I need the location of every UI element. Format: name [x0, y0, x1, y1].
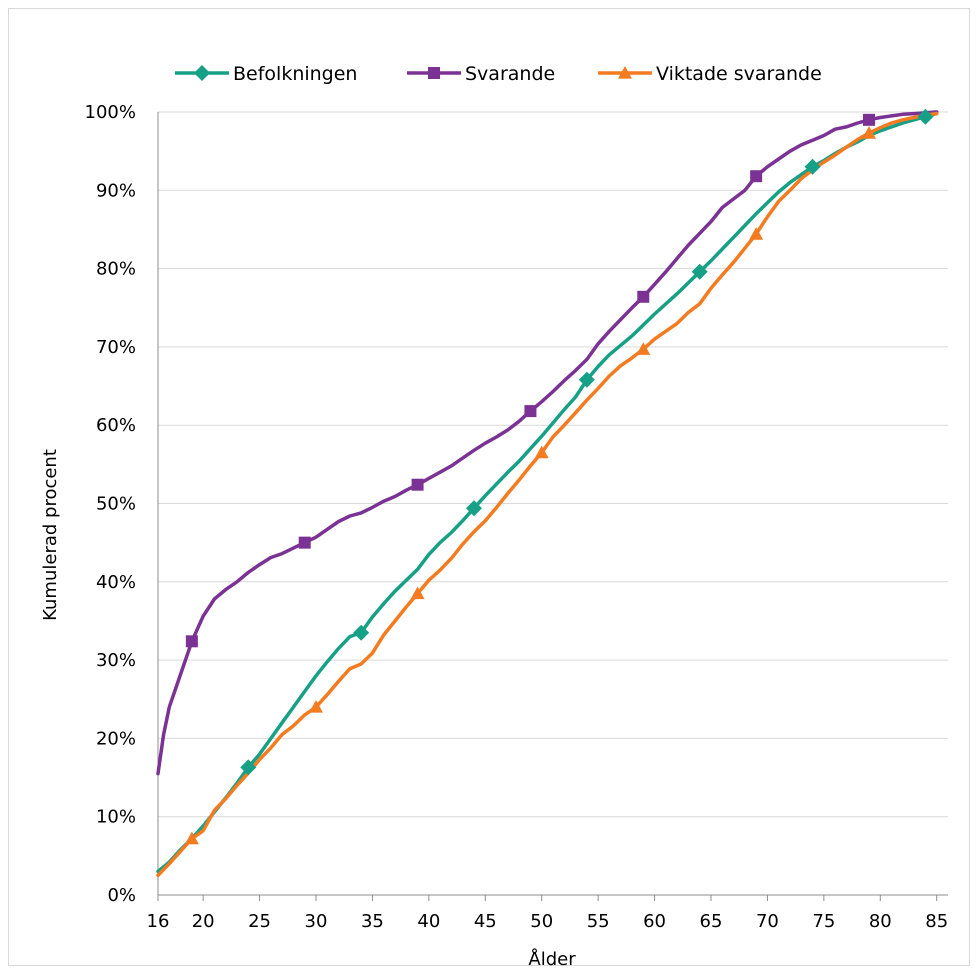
gridlines — [158, 111, 948, 818]
data-point-befolkningen — [466, 500, 482, 517]
x-tick-label: 16 — [147, 911, 170, 932]
data-point-svarande — [524, 405, 537, 418]
y-tick-label: 90% — [96, 180, 136, 201]
y-tick-label: 50% — [96, 494, 136, 515]
x-tick-label: 25 — [248, 911, 271, 932]
data-point-viktade-svarande — [184, 831, 199, 845]
y-tick-label: 80% — [96, 259, 136, 280]
data-point-viktade-svarande — [309, 700, 323, 713]
data-point-viktade-svarande — [862, 126, 876, 139]
legend-marker-svarande — [428, 67, 440, 79]
y-tick-label: 70% — [96, 337, 136, 358]
data-point-befolkningen — [240, 759, 257, 776]
data-point-viktade-svarande — [749, 227, 764, 240]
x-tick-label: 40 — [417, 911, 440, 932]
data-point-viktade-svarande — [534, 445, 549, 459]
data-point-befolkningen — [917, 108, 934, 125]
data-point-svarande — [185, 635, 198, 648]
x-tick-label: 65 — [700, 911, 723, 932]
legend-label-viktade-svarande: Viktade svarande — [656, 63, 822, 85]
series-line-viktade-svarande — [156, 111, 939, 878]
data-point-viktade-svarande — [636, 342, 651, 355]
x-tick-label: 20 — [192, 911, 215, 932]
y-tick-label: 10% — [96, 807, 136, 828]
legend-marker-viktade-svarande — [618, 66, 632, 79]
x-tick-label: 55 — [587, 911, 610, 932]
x-tick-label: 50 — [530, 911, 553, 932]
x-tick-label: 85 — [925, 911, 948, 932]
data-point-svarande — [411, 478, 424, 491]
x-tick-label: 60 — [643, 911, 666, 932]
data-point-viktade-svarande — [410, 586, 425, 600]
data-point-svarande — [637, 290, 650, 303]
y-axis-title: Kumulerad procent — [40, 449, 61, 621]
series-line-befolkningen — [156, 111, 939, 874]
data-point-svarande — [863, 113, 875, 126]
x-tick-label: 75 — [812, 911, 835, 932]
y-tick-label: 60% — [96, 415, 136, 436]
x-tick-label: 45 — [474, 911, 497, 932]
data-point-svarande — [750, 170, 763, 183]
x-tick-label: 35 — [361, 911, 384, 932]
legend-label-svarande: Svarande — [465, 63, 555, 85]
data-point-befolkningen — [691, 263, 708, 280]
y-tick-label: 100% — [85, 102, 136, 123]
series-markers — [184, 108, 934, 845]
data-point-befolkningen — [804, 158, 821, 175]
legend-label-befolkningen: Befolkningen — [233, 63, 357, 85]
x-tick-label: 80 — [869, 911, 892, 932]
x-tick-label: 70 — [756, 911, 779, 932]
x-tick-label: 30 — [305, 911, 328, 932]
data-point-befolkningen — [578, 371, 595, 388]
y-tick-label: 20% — [96, 728, 136, 749]
y-tick-label: 30% — [96, 650, 136, 671]
legend-marker-befolkningen — [194, 65, 210, 81]
x-axis-title: Ålder — [528, 948, 576, 970]
axes: 0% 10% 20% 30% 40% 50% 60% 70% 80% 90% 100% 16 20 25 3… — [85, 102, 949, 932]
series-lines — [156, 110, 939, 878]
y-tick-label: 40% — [96, 572, 136, 593]
data-point-svarande — [298, 536, 311, 549]
legend: Befolkningen Svarande Viktade svarande — [175, 63, 822, 85]
data-point-befolkningen — [353, 624, 370, 641]
y-tick-label: 0% — [107, 885, 136, 906]
